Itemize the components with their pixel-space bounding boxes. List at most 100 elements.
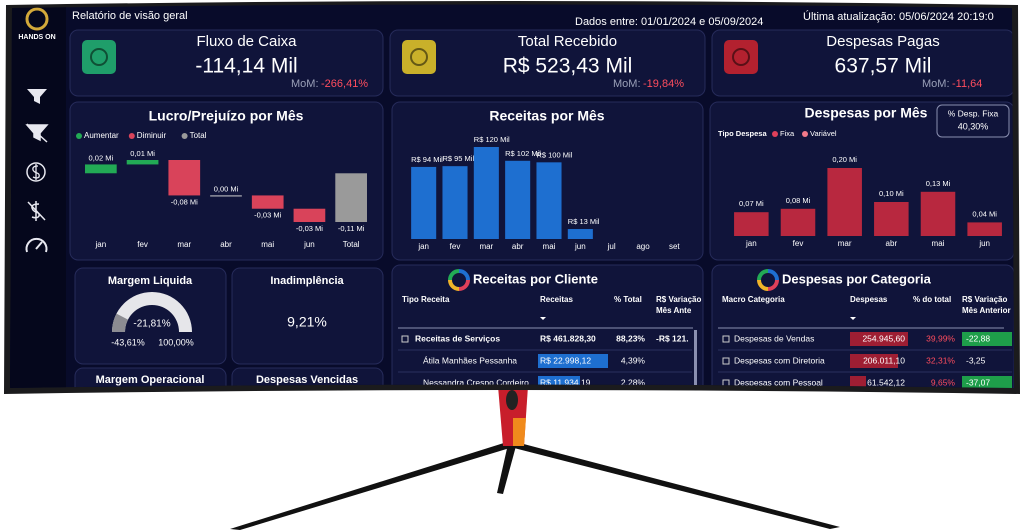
chart-title: Receitas por Mês	[489, 108, 604, 124]
bar	[780, 208, 816, 236]
kpi-value: -114,14 Mil	[195, 55, 297, 78]
data-label: 0,04 Mi	[972, 209, 997, 218]
card	[231, 367, 384, 388]
data-label: 0,00 Mi	[214, 184, 239, 193]
card	[74, 267, 227, 365]
table-cell: Despesas de Vendas	[734, 333, 814, 343]
table-cell: -37,07	[966, 377, 990, 387]
table-cell: -R$ 121.	[656, 333, 689, 343]
waterfall-bar	[126, 160, 159, 165]
x-tick-label: abr	[220, 240, 232, 249]
bar	[442, 166, 468, 239]
money-icon[interactable]	[26, 162, 46, 182]
card	[389, 29, 706, 97]
kpi-icon	[82, 40, 116, 74]
table-cell: 254.945,60	[862, 333, 905, 343]
data-label: R$ 102 Mil	[505, 149, 541, 158]
data-label: 0,07 Mi	[739, 199, 764, 208]
sidebar	[10, 4, 66, 388]
last-update: Última atualização: 05/06/2024 20:19:0	[803, 10, 994, 23]
bar	[874, 202, 909, 236]
kpi-mom: -19,84%	[643, 78, 684, 90]
legend-label: Fixa	[780, 129, 795, 138]
logo	[25, 7, 49, 31]
legend-label: Diminuir	[137, 131, 167, 140]
kpi-value: R$ 523,43 Mil	[503, 55, 633, 78]
legend-swatch	[772, 131, 778, 137]
waterfall-bar	[335, 173, 367, 222]
bar	[827, 168, 862, 236]
data-label: 0,01 Mi	[130, 149, 155, 158]
title-icon	[767, 269, 779, 281]
report-title: Relatório de visão geral	[72, 10, 188, 22]
x-tick-label: ago	[636, 242, 650, 251]
table-cell: -3,25	[966, 355, 986, 365]
legend-swatch	[181, 133, 188, 139]
column-header: Receitas	[540, 295, 573, 304]
table-cell: 39,99%	[926, 333, 955, 343]
bar	[967, 222, 1002, 236]
card	[711, 29, 1014, 97]
bar	[505, 160, 531, 239]
title-icon	[458, 279, 470, 291]
stand-leg	[514, 442, 840, 529]
kpi-icon-glyph	[90, 48, 108, 66]
kpi-mom-label: MoM:	[291, 78, 319, 90]
table-cell: R$ 11.934,19	[540, 377, 591, 387]
data-label: R$ 94 Mil	[411, 155, 443, 164]
title-icon	[767, 279, 779, 291]
data-label: R$ 120 Mil	[474, 135, 510, 144]
expand-icon	[722, 357, 730, 365]
card-title: Margem Liquida	[108, 275, 193, 287]
legend-swatch	[128, 133, 135, 139]
bar	[411, 166, 437, 239]
table-cell: R$ 461.828,30	[540, 333, 596, 343]
legend-label: Total	[190, 131, 207, 140]
data-label: R$ 95 Mil	[442, 154, 474, 163]
expand-icon	[722, 335, 730, 343]
data-label: -0,03 Mi	[296, 224, 323, 233]
expenses-icon[interactable]	[27, 201, 46, 221]
data-label: 0,02 Mi	[89, 153, 114, 162]
data-bar	[962, 376, 1012, 388]
stand-leg	[230, 442, 510, 530]
column-header: R$ Variação	[962, 295, 1007, 304]
column-header: Mês Ante	[656, 306, 692, 315]
gauge-max: 100,00%	[158, 337, 194, 347]
data-label: -0,08 Mi	[171, 197, 198, 206]
date-range: Dados entre: 01/01/2024 e 05/09/2024	[575, 16, 763, 28]
data-bar	[850, 332, 908, 346]
table-cell: 4,39%	[621, 355, 646, 365]
column-header: Macro Categoria	[722, 295, 785, 304]
title-icon	[458, 269, 470, 281]
column-header: Despesas	[850, 295, 888, 304]
column-header: % Total	[614, 295, 642, 304]
x-tick-label: mai	[261, 240, 274, 249]
title-icon	[757, 279, 769, 291]
legend-swatch	[76, 133, 82, 139]
table-cell: 32,31%	[926, 355, 955, 365]
chart-title: Despesas por Mês	[805, 105, 928, 121]
brand: HANDS ON	[18, 34, 55, 41]
kpi-title: Despesas Pagas	[826, 33, 939, 50]
clear-filter-icon[interactable]	[25, 123, 49, 143]
x-tick-label: jun	[978, 239, 990, 248]
badge	[936, 104, 1010, 138]
sort-caret	[850, 317, 856, 320]
card-title: Margem Operacional	[96, 374, 205, 386]
x-tick-label: jan	[417, 242, 429, 251]
x-tick-label: jun	[574, 242, 586, 251]
card	[391, 264, 704, 388]
gauge-min: -43,61%	[111, 337, 145, 347]
gauge-icon[interactable]	[25, 237, 48, 253]
title-icon	[757, 269, 769, 281]
bar	[920, 191, 956, 236]
legend-label: Variável	[810, 129, 837, 138]
kpi-title: Fluxo de Caixa	[196, 33, 297, 50]
waterfall-bar	[210, 195, 242, 197]
data-label: 0,13 Mi	[926, 179, 951, 188]
filter-icon[interactable]	[27, 89, 47, 104]
table-cell: 206.011,10	[863, 355, 905, 365]
dashboard: HANDS ON Relatório de visão geral Dados …	[10, 4, 1014, 388]
